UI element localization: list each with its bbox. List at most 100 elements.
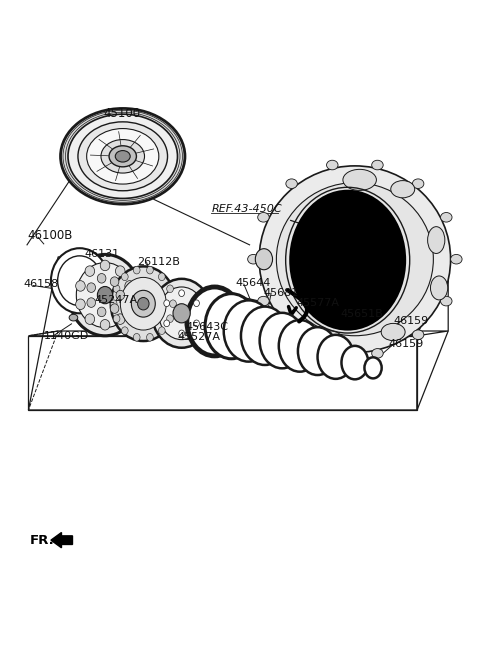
Text: 45681: 45681 <box>263 288 298 298</box>
Ellipse shape <box>100 320 110 330</box>
Ellipse shape <box>412 179 424 189</box>
Ellipse shape <box>372 160 383 170</box>
Text: 45644: 45644 <box>235 278 271 288</box>
Ellipse shape <box>318 335 354 379</box>
Text: 45100: 45100 <box>104 107 141 120</box>
Ellipse shape <box>441 297 452 306</box>
Ellipse shape <box>85 314 95 324</box>
Text: 1140GD: 1140GD <box>44 331 89 341</box>
Ellipse shape <box>391 181 415 198</box>
Ellipse shape <box>224 301 274 361</box>
Ellipse shape <box>76 281 85 291</box>
Ellipse shape <box>125 281 134 291</box>
Ellipse shape <box>298 327 337 375</box>
Ellipse shape <box>164 320 169 326</box>
Ellipse shape <box>87 128 159 184</box>
Ellipse shape <box>258 213 269 222</box>
Text: 26112B: 26112B <box>137 257 180 267</box>
Ellipse shape <box>441 213 452 222</box>
Ellipse shape <box>121 327 128 334</box>
Ellipse shape <box>412 330 424 340</box>
Ellipse shape <box>115 314 125 324</box>
Ellipse shape <box>120 277 166 330</box>
Ellipse shape <box>326 160 338 170</box>
Ellipse shape <box>138 297 149 310</box>
Ellipse shape <box>146 334 153 341</box>
Ellipse shape <box>167 285 173 293</box>
Ellipse shape <box>167 315 173 322</box>
Ellipse shape <box>179 330 184 337</box>
Ellipse shape <box>259 166 451 353</box>
Ellipse shape <box>97 273 106 283</box>
Ellipse shape <box>51 248 108 313</box>
Ellipse shape <box>381 324 405 341</box>
Ellipse shape <box>110 277 119 287</box>
Ellipse shape <box>290 191 405 330</box>
Ellipse shape <box>85 266 95 276</box>
Ellipse shape <box>125 299 134 310</box>
Ellipse shape <box>78 122 168 191</box>
Text: 45643C: 45643C <box>185 322 228 332</box>
Text: 46158: 46158 <box>24 279 59 289</box>
Text: 45651B: 45651B <box>340 309 383 319</box>
Ellipse shape <box>87 283 96 293</box>
Text: REF.43-450C: REF.43-450C <box>211 204 282 214</box>
Ellipse shape <box>164 300 169 307</box>
Ellipse shape <box>286 330 297 340</box>
Ellipse shape <box>115 266 125 276</box>
Ellipse shape <box>158 327 165 334</box>
Ellipse shape <box>121 273 128 281</box>
Ellipse shape <box>255 249 273 269</box>
Ellipse shape <box>428 226 445 254</box>
Ellipse shape <box>113 315 120 322</box>
Ellipse shape <box>286 179 297 189</box>
Ellipse shape <box>179 290 184 297</box>
Ellipse shape <box>321 331 341 346</box>
Ellipse shape <box>87 298 96 307</box>
Text: 46131: 46131 <box>84 250 120 260</box>
Ellipse shape <box>109 146 136 167</box>
Text: 45247A: 45247A <box>94 295 137 305</box>
Ellipse shape <box>69 254 141 336</box>
Ellipse shape <box>68 114 178 199</box>
Ellipse shape <box>187 287 242 356</box>
Ellipse shape <box>158 273 165 281</box>
Text: 45577A: 45577A <box>297 299 339 308</box>
Ellipse shape <box>152 279 211 348</box>
Ellipse shape <box>341 346 368 379</box>
Ellipse shape <box>58 256 102 306</box>
Ellipse shape <box>169 300 176 308</box>
Ellipse shape <box>60 109 185 204</box>
Ellipse shape <box>241 307 289 365</box>
FancyArrow shape <box>51 532 72 548</box>
Ellipse shape <box>158 287 204 340</box>
Ellipse shape <box>113 285 120 293</box>
Text: 46100B: 46100B <box>27 229 72 242</box>
Ellipse shape <box>193 300 199 307</box>
Ellipse shape <box>279 320 321 371</box>
Ellipse shape <box>101 140 144 173</box>
Text: FR.: FR. <box>29 534 54 547</box>
Ellipse shape <box>100 260 110 271</box>
Text: 46159: 46159 <box>393 316 429 326</box>
Ellipse shape <box>146 266 153 274</box>
Ellipse shape <box>364 357 382 379</box>
Ellipse shape <box>173 304 190 323</box>
Ellipse shape <box>133 334 140 341</box>
Ellipse shape <box>343 169 376 191</box>
Ellipse shape <box>115 150 130 162</box>
Ellipse shape <box>69 314 78 321</box>
Ellipse shape <box>260 313 305 368</box>
Ellipse shape <box>76 299 85 310</box>
Ellipse shape <box>193 320 199 326</box>
Ellipse shape <box>205 294 258 359</box>
Ellipse shape <box>132 291 156 317</box>
Ellipse shape <box>110 300 117 308</box>
Ellipse shape <box>133 266 140 274</box>
Ellipse shape <box>276 183 433 336</box>
Ellipse shape <box>248 254 259 264</box>
Ellipse shape <box>111 266 176 341</box>
Ellipse shape <box>451 254 462 264</box>
Ellipse shape <box>431 276 448 300</box>
Ellipse shape <box>110 304 119 313</box>
